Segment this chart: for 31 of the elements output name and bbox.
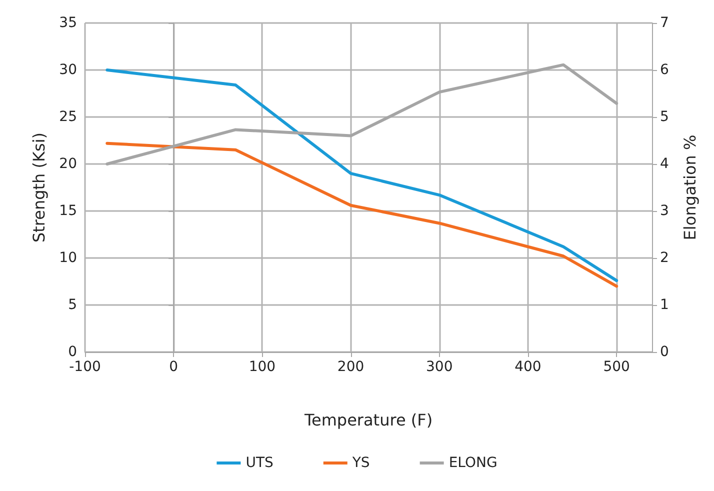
y2-axis-title: Elongation % (680, 134, 700, 240)
x-tick-label: 0 (169, 359, 178, 375)
x-tick-label: 500 (603, 359, 630, 375)
legend-label: ELONG (448, 455, 498, 471)
y2-tick-label: 0 (660, 344, 669, 360)
line-series (106, 142, 618, 288)
y-tick-label: 15 (59, 203, 77, 219)
x-axis-title: Temperature (F) (303, 410, 433, 430)
x-tick-label: 200 (337, 359, 364, 375)
y2-tick-label: 1 (660, 297, 669, 313)
y-tick-label: 35 (59, 15, 77, 31)
y2-tick-label: 7 (660, 15, 669, 31)
x-tick-label: 300 (426, 359, 453, 375)
y-tick-label: 25 (59, 109, 77, 125)
x-tick-label: -100 (69, 359, 101, 375)
y2-tick-label: 4 (660, 156, 669, 172)
line-series (106, 68, 618, 282)
x-tick-label: 100 (248, 359, 276, 375)
legend-label: YS (351, 455, 370, 471)
legend-label: UTS (246, 455, 274, 471)
x-tick-label: 400 (514, 359, 542, 375)
y2-tick-label: 2 (660, 250, 669, 266)
y-axis-title: Strength (Ksi) (30, 132, 48, 243)
y-tick-label: 0 (68, 344, 77, 360)
y-tick-label: 20 (59, 156, 77, 172)
y-tick-label: 10 (59, 250, 77, 266)
y-tick-label: 30 (59, 62, 77, 78)
y2-tick-label: 3 (660, 203, 669, 219)
y2-tick-label: 5 (660, 109, 669, 125)
y2-tick-label: 6 (660, 62, 669, 78)
y-tick-label: 5 (68, 297, 77, 313)
